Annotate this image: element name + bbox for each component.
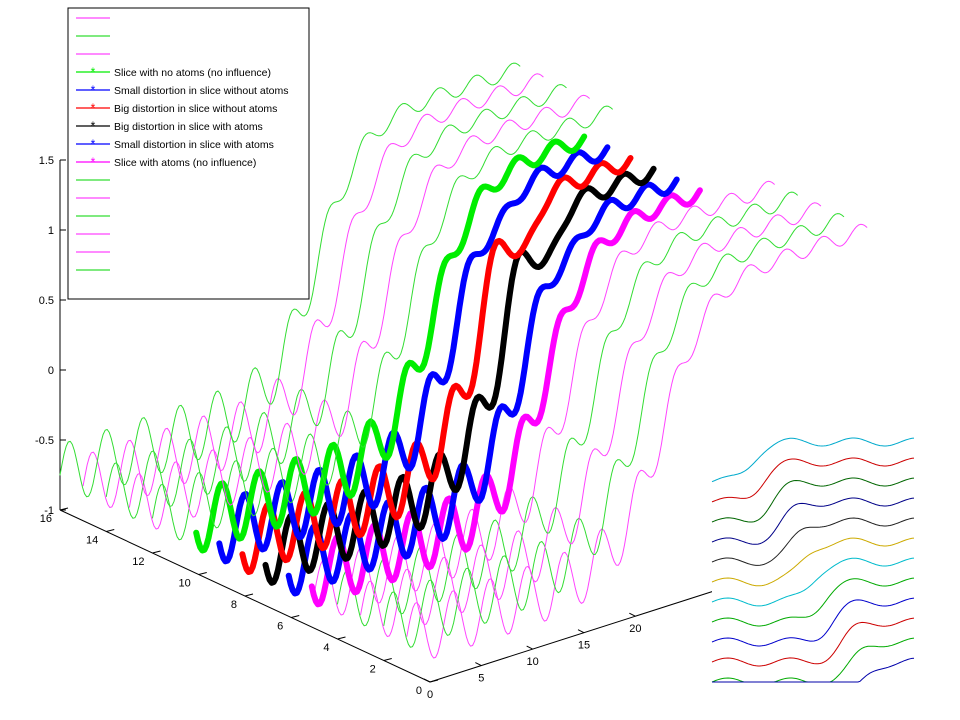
x-tick-label: 20 [629, 623, 641, 635]
x-tick-label: 10 [527, 656, 539, 668]
y-tick-mark [337, 636, 346, 640]
series-line-1 [82, 73, 544, 508]
y-tick-label: 6 [277, 621, 283, 633]
y-tick-mark [244, 593, 254, 597]
legend-label-6: Big distortion in slice with atoms [114, 121, 263, 133]
series-line-4 [152, 105, 613, 541]
x-tick-label: 15 [578, 640, 590, 652]
inset-line-11 [712, 657, 915, 683]
z-tick-label: 0.5 [39, 295, 54, 307]
z-tick-label: 0 [48, 365, 54, 377]
legend-box [67, 7, 310, 300]
series-line-11 [313, 180, 775, 616]
x-tick-mark [577, 629, 585, 634]
y-tick-mark [106, 529, 115, 532]
y-tick-label: 4 [323, 642, 329, 654]
series-line-15 [406, 223, 868, 659]
y-tick-label: 16 [40, 513, 52, 525]
series-line-0 [59, 62, 521, 498]
series-line-2 [105, 84, 567, 519]
x-tick-label: 0 [427, 689, 433, 701]
legend: * Slice with no atoms (no influence) * Smal… [67, 7, 310, 300]
legend-marker-5: * [91, 101, 96, 115]
z-tick-label: 1.5 [39, 155, 54, 167]
legend-marker-3: * [91, 65, 96, 79]
inset-plot [711, 434, 915, 683]
legend-label-4: Small distortion in slice without atoms [114, 85, 289, 97]
y-tick-mark [383, 658, 392, 661]
y-tick-mark [291, 615, 300, 618]
z-tick-label: -1 [44, 505, 54, 517]
inset-line-0 [711, 437, 915, 483]
inset-line-4 [711, 517, 915, 566]
y-tick-mark [152, 550, 161, 554]
y-tick-mark [59, 507, 69, 511]
legend-marker-7: * [91, 137, 96, 151]
x-tick-mark [423, 678, 431, 683]
inset-line-5 [711, 537, 915, 587]
legend-label-3: Slice with no atoms (no influence) [114, 67, 271, 79]
inset-line-1 [711, 457, 915, 503]
inset-line-9 [711, 617, 915, 667]
inset-background [712, 434, 914, 682]
z-tick-label: 1 [48, 225, 54, 237]
legend-label-7: Small distortion in slice with atoms [114, 139, 274, 151]
series-lines [59, 62, 868, 659]
y-tick-label: 2 [370, 664, 376, 676]
inset-line-2 [711, 477, 915, 523]
x-tick-mark [475, 662, 482, 667]
inset-line-7 [711, 577, 915, 627]
series-line-3 [128, 94, 590, 530]
x-tick-mark [629, 612, 636, 617]
inset-line-3 [711, 497, 915, 545]
z-tick-label: -0.5 [35, 435, 54, 447]
series-line-12 [337, 191, 798, 627]
inset-line-6 [711, 557, 915, 607]
y-tick-mark [198, 572, 207, 575]
series-line-14 [383, 213, 845, 648]
y-tick-label: 12 [132, 556, 144, 568]
legend-label-8: Slice with atoms (no influence) [114, 157, 256, 169]
x-tick-mark [526, 645, 533, 650]
legend-marker-4: * [91, 83, 96, 97]
y-tick-label: 0 [416, 685, 422, 697]
x-tick-label: 5 [478, 673, 484, 685]
inset-line-8 [711, 597, 915, 647]
series-line-13 [360, 202, 822, 637]
y-tick-label: 8 [231, 599, 237, 611]
legend-marker-8: * [91, 155, 96, 169]
legend-marker-6: * [91, 119, 96, 133]
y-tick-label: 10 [179, 578, 191, 590]
y-tick-label: 14 [86, 535, 98, 547]
legend-label-5: Big distortion in slice without atoms [114, 103, 277, 115]
